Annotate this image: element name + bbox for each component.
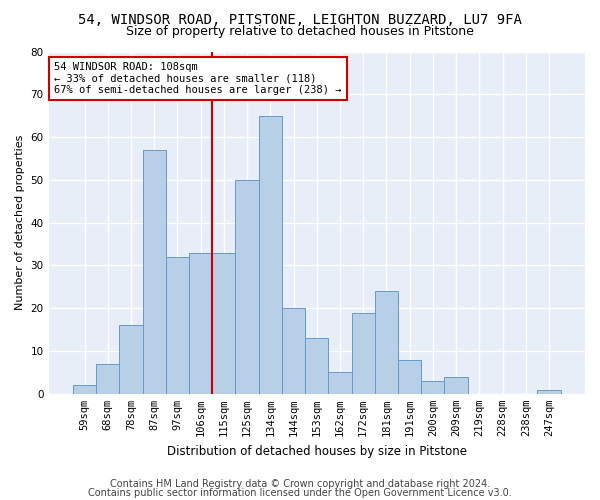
- Bar: [398, 360, 421, 394]
- Bar: [119, 326, 143, 394]
- Bar: [259, 116, 282, 394]
- Y-axis label: Number of detached properties: Number of detached properties: [15, 135, 25, 310]
- Bar: [421, 381, 445, 394]
- Text: Size of property relative to detached houses in Pitstone: Size of property relative to detached ho…: [126, 25, 474, 38]
- Text: 54 WINDSOR ROAD: 108sqm
← 33% of detached houses are smaller (118)
67% of semi-d: 54 WINDSOR ROAD: 108sqm ← 33% of detache…: [54, 62, 341, 95]
- Bar: [166, 257, 189, 394]
- X-axis label: Distribution of detached houses by size in Pitstone: Distribution of detached houses by size …: [167, 444, 467, 458]
- Bar: [235, 180, 259, 394]
- Bar: [73, 385, 96, 394]
- Bar: [212, 252, 235, 394]
- Bar: [96, 364, 119, 394]
- Bar: [352, 312, 375, 394]
- Bar: [538, 390, 560, 394]
- Bar: [305, 338, 328, 394]
- Bar: [328, 372, 352, 394]
- Bar: [445, 376, 468, 394]
- Bar: [282, 308, 305, 394]
- Bar: [375, 291, 398, 394]
- Bar: [189, 252, 212, 394]
- Text: Contains public sector information licensed under the Open Government Licence v3: Contains public sector information licen…: [88, 488, 512, 498]
- Text: Contains HM Land Registry data © Crown copyright and database right 2024.: Contains HM Land Registry data © Crown c…: [110, 479, 490, 489]
- Text: 54, WINDSOR ROAD, PITSTONE, LEIGHTON BUZZARD, LU7 9FA: 54, WINDSOR ROAD, PITSTONE, LEIGHTON BUZ…: [78, 12, 522, 26]
- Bar: [143, 150, 166, 394]
